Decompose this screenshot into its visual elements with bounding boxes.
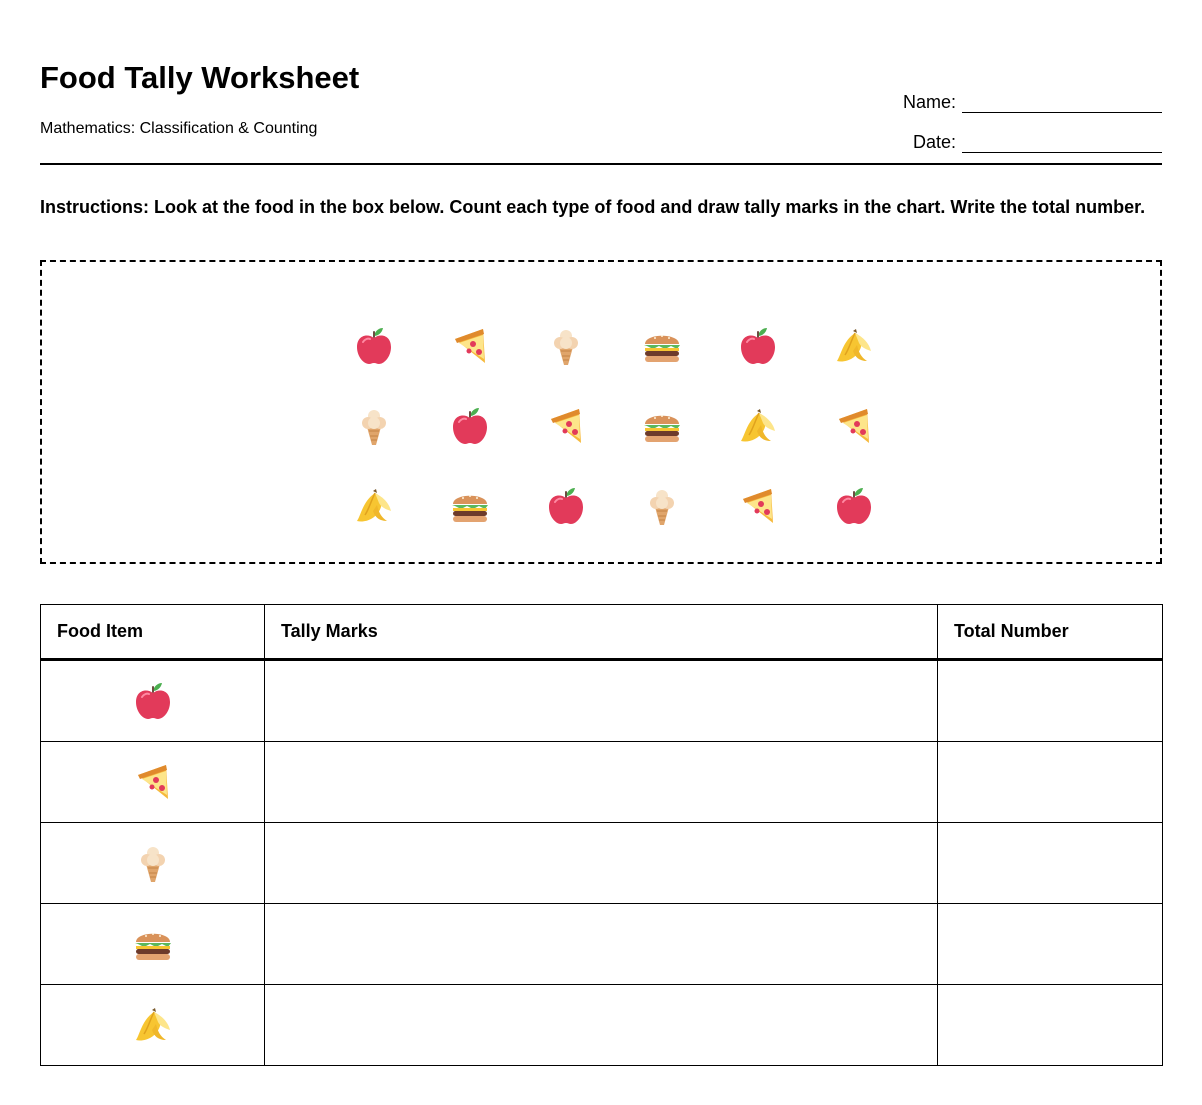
burger-icon [614, 306, 710, 386]
pizza-icon [41, 761, 264, 803]
burger-icon [41, 923, 264, 965]
tally-chart: Food Item Tally Marks Total Number [40, 604, 1163, 1066]
page-subtitle: Mathematics: Classification & Counting [40, 120, 318, 137]
pizza-icon [710, 466, 806, 546]
pizza-icon [518, 386, 614, 466]
table-row [40, 822, 1163, 904]
apple-icon [326, 306, 422, 386]
table-row [40, 984, 1163, 1066]
banana-icon [326, 466, 422, 546]
instructions-text: Instructions: Look at the food in the bo… [40, 197, 1146, 217]
header-total-number: Total Number [937, 604, 1163, 661]
food-item-cell [40, 903, 265, 985]
tally-marks-cell[interactable] [264, 984, 938, 1066]
date-field[interactable]: Date: [913, 131, 1162, 153]
food-item-cell [40, 741, 265, 823]
tally-marks-cell[interactable] [264, 822, 938, 904]
name-field[interactable]: Name: [903, 91, 1162, 113]
burger-icon [614, 386, 710, 466]
total-number-cell[interactable] [937, 741, 1163, 823]
total-number-cell[interactable] [937, 984, 1163, 1066]
date-label: Date: [912, 132, 956, 152]
burger-icon [422, 466, 518, 546]
food-item-cell [40, 822, 265, 904]
ice-cream-icon [614, 466, 710, 546]
table-row [40, 741, 1163, 823]
food-grid [326, 306, 902, 546]
name-label: Name: [902, 92, 956, 112]
ice-cream-icon [326, 386, 422, 466]
tally-marks-cell[interactable] [264, 903, 938, 985]
apple-icon [710, 306, 806, 386]
total-number-cell[interactable] [937, 903, 1163, 985]
food-item-cell [40, 984, 265, 1066]
pizza-icon [422, 306, 518, 386]
header-food-item: Food Item [40, 604, 265, 661]
worksheet-header: Food Tally Worksheet Mathematics: Classi… [40, 58, 1162, 166]
header-divider [40, 163, 1162, 165]
table-row [40, 659, 1163, 742]
ice-cream-icon [518, 306, 614, 386]
apple-icon [518, 466, 614, 546]
food-item-cell [40, 659, 265, 742]
tally-marks-cell[interactable] [264, 741, 938, 823]
name-input-line[interactable] [962, 96, 1162, 113]
pizza-icon [806, 386, 902, 466]
table-header-row: Food Item Tally Marks Total Number [40, 604, 1163, 661]
table-row [40, 903, 1163, 985]
total-number-cell[interactable] [937, 659, 1163, 742]
apple-icon [41, 680, 264, 722]
apple-icon [806, 466, 902, 546]
total-number-cell[interactable] [937, 822, 1163, 904]
header-tally-marks: Tally Marks [264, 604, 938, 661]
ice-cream-icon [41, 842, 264, 884]
apple-icon [422, 386, 518, 466]
banana-icon [710, 386, 806, 466]
banana-icon [41, 1004, 264, 1046]
food-box [40, 260, 1162, 564]
tally-marks-cell[interactable] [264, 659, 938, 742]
date-input-line[interactable] [962, 136, 1162, 153]
page-title: Food Tally Worksheet [40, 60, 360, 95]
banana-icon [806, 306, 902, 386]
